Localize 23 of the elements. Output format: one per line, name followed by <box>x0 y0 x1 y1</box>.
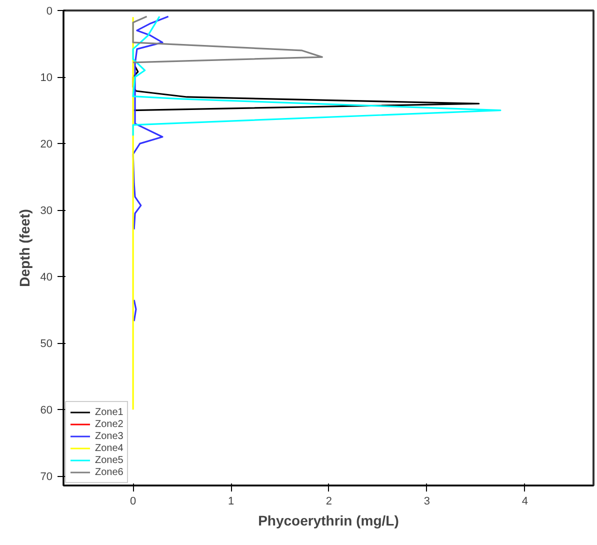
legend-label: Zone3 <box>95 430 124 442</box>
line-series <box>132 16 502 136</box>
x-tick-label: 0 <box>130 496 136 508</box>
y-tick-label: 70 <box>40 471 53 484</box>
x-tick-label: 2 <box>326 496 332 508</box>
legend-label: Zone6 <box>95 466 124 478</box>
line-series <box>132 16 323 64</box>
x-axis-title: Phycoerythrin (mg/L) <box>258 512 399 528</box>
x-tick-label: 3 <box>424 496 430 508</box>
y-tick-label: 50 <box>40 338 53 350</box>
x-tick-label: 1 <box>228 496 234 508</box>
y-tick-label: 60 <box>40 404 53 417</box>
y-tick-label: 10 <box>40 72 53 84</box>
legend-label: Zone5 <box>95 454 124 466</box>
legend-label: Zone2 <box>95 418 124 430</box>
y-tick-label: 0 <box>46 6 53 18</box>
y-tick-label: 40 <box>40 272 53 284</box>
y-tick-label: 30 <box>40 205 53 218</box>
y-tick-label: 20 <box>40 138 53 151</box>
x-tick-label: 4 <box>522 496 528 508</box>
legend-label: Zone1 <box>95 406 124 418</box>
y-axis-title: Depth (feet) <box>16 209 32 287</box>
legend-label: Zone4 <box>95 442 124 454</box>
